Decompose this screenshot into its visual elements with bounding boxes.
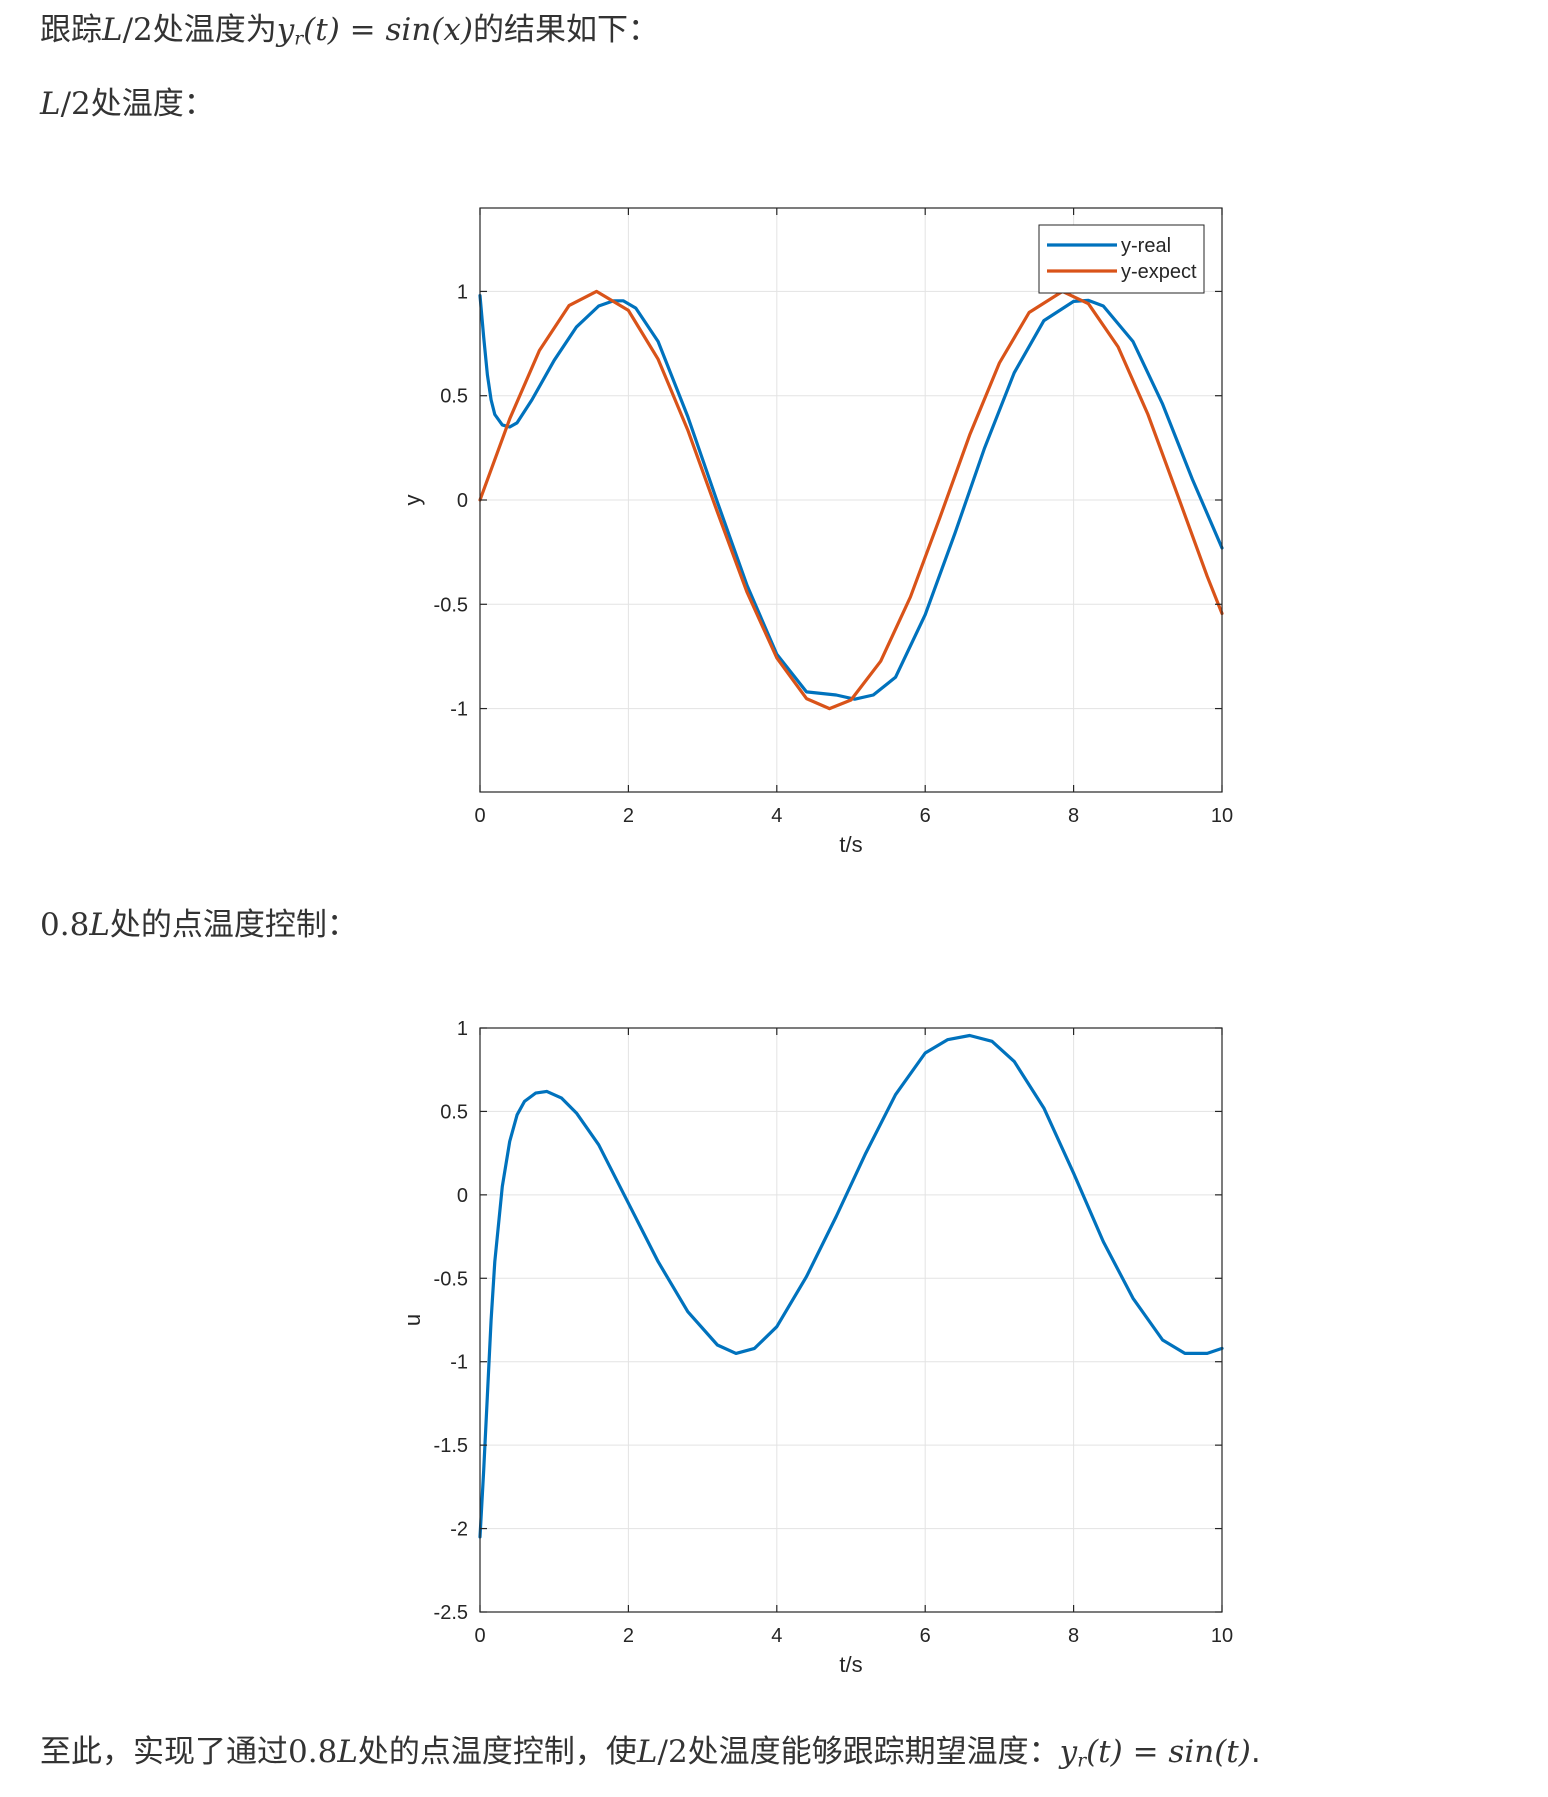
intro-math-half: /2 — [122, 12, 153, 48]
concl-math-y: y — [1059, 1734, 1078, 1770]
intro-mid: 处温度为 — [152, 12, 277, 48]
heading-control-input: 0.8L处的点温度控制： — [40, 905, 358, 945]
heading2-math: 0.8L — [40, 907, 110, 943]
x-axis-label: t/s — [839, 832, 862, 857]
x-tick-label: 8 — [1068, 805, 1079, 827]
x-tick-label: 0 — [474, 1625, 485, 1647]
heading2-text: 处的点温度控制： — [109, 907, 358, 943]
intro-math-sub: r — [294, 28, 304, 50]
heading1-math: L/2 — [40, 86, 91, 122]
heading1-math-l: L — [40, 86, 61, 122]
x-tick-label: 0 — [474, 805, 485, 827]
heading1-text: 处温度： — [90, 86, 215, 122]
x-tick-label: 4 — [771, 1625, 782, 1647]
legend-label-y-expect: y-expect — [1121, 261, 1197, 283]
y-tick-label: -1.5 — [434, 1435, 468, 1457]
x-tick-label: 4 — [771, 805, 782, 827]
legend-label-y-real: y-real — [1121, 235, 1171, 257]
concl-math-l2: L — [636, 1734, 658, 1770]
concl-math-num: 0.8 — [288, 1734, 338, 1770]
intro-suffix: 的结果如下： — [472, 12, 659, 48]
y-tick-label: 1 — [457, 281, 468, 303]
x-tick-label: 6 — [920, 1625, 931, 1647]
legend-box — [1038, 224, 1205, 294]
heading2-math-l: L — [89, 907, 110, 943]
y-tick-label: -2 — [450, 1519, 468, 1541]
y-tick-label: 0.5 — [440, 1101, 468, 1123]
y-axis-label: y — [400, 495, 425, 506]
x-axis-label: t/s — [839, 1652, 862, 1677]
series-line-y-real — [478, 293, 1224, 701]
y-tick-label: 0 — [457, 1185, 468, 1207]
x-tick-label: 2 — [623, 1625, 634, 1647]
intro-paragraph: 跟踪L/2处温度为yr(t) = sin(x)的结果如下： — [40, 10, 659, 60]
concl-math-1: 0.8L — [288, 1734, 358, 1770]
concl-b: 处的点温度控制，使 — [357, 1734, 637, 1770]
y-tick-label: -0.5 — [434, 1268, 468, 1290]
temperature-tracking-chart: 0 2 4 6 8 10 -1 -0.5 0 0.5 1 t/s y y-real y-expect — [400, 207, 1233, 857]
y-tick-label: 0.5 — [440, 386, 468, 408]
temperature-chart-container: 0 2 4 6 8 10 -1 -0.5 0 0.5 1 t/s y y-real y-expect — [0, 180, 1548, 884]
y-tick-label: 0 — [457, 490, 468, 512]
axes-box — [479, 1027, 1223, 1613]
concl-end: . — [1250, 1734, 1261, 1770]
y-tick-label: 1 — [457, 1018, 468, 1040]
intro-math-l: L — [102, 12, 123, 48]
control-chart-container: 0 2 4 6 8 10 -2.5 -2 -1.5 -1 -0.5 0 0.5 1 t/s u — [0, 1000, 1548, 1724]
concl-math-sub: r — [1077, 1750, 1087, 1772]
intro-math-y: y — [276, 12, 295, 48]
y-tick-label: -2.5 — [434, 1602, 468, 1624]
intro-math-expression: yr(t) = sin(x) — [276, 12, 473, 50]
y-tick-label: -0.5 — [434, 594, 468, 616]
conclusion-paragraph: 至此，实现了通过0.8L处的点温度控制，使L/2处温度能够跟踪期望温度：yr(t… — [40, 1732, 1261, 1782]
concl-math-rest: (t) = sin(t) — [1086, 1734, 1251, 1770]
heading1-math-half: /2 — [60, 86, 91, 122]
concl-math-3: yr(t) = sin(t) — [1059, 1734, 1251, 1772]
heading2-math-num: 0.8 — [40, 907, 90, 943]
concl-c: 处温度能够跟踪期望温度： — [687, 1734, 1060, 1770]
series-line-y-expect — [478, 289, 1224, 711]
plot-area — [480, 1028, 1222, 1612]
x-tick-label: 10 — [1211, 1625, 1233, 1647]
concl-math-2: L/2 — [637, 1734, 688, 1770]
series-line-u — [478, 1033, 1224, 1539]
control-input-chart: 0 2 4 6 8 10 -2.5 -2 -1.5 -1 -0.5 0 0.5 1 t/s u — [400, 1018, 1233, 1677]
concl-math-l: L — [337, 1734, 358, 1770]
intro-math-rest: (t) = sin(x) — [303, 12, 473, 48]
concl-a: 至此，实现了通过 — [40, 1734, 288, 1770]
x-tick-label: 6 — [920, 805, 931, 827]
y-tick-label: -1 — [450, 699, 468, 721]
y-axis-label: u — [400, 1314, 425, 1326]
intro-math-location: L/2 — [102, 12, 153, 48]
concl-math-half: /2 — [657, 1734, 688, 1770]
y-tick-label: -1 — [450, 1352, 468, 1374]
x-tick-label: 2 — [623, 805, 634, 827]
x-tick-label: 10 — [1211, 805, 1233, 827]
x-tick-label: 8 — [1068, 1625, 1079, 1647]
heading-l2-temperature: L/2处温度： — [40, 84, 215, 124]
intro-prefix: 跟踪 — [40, 12, 102, 48]
